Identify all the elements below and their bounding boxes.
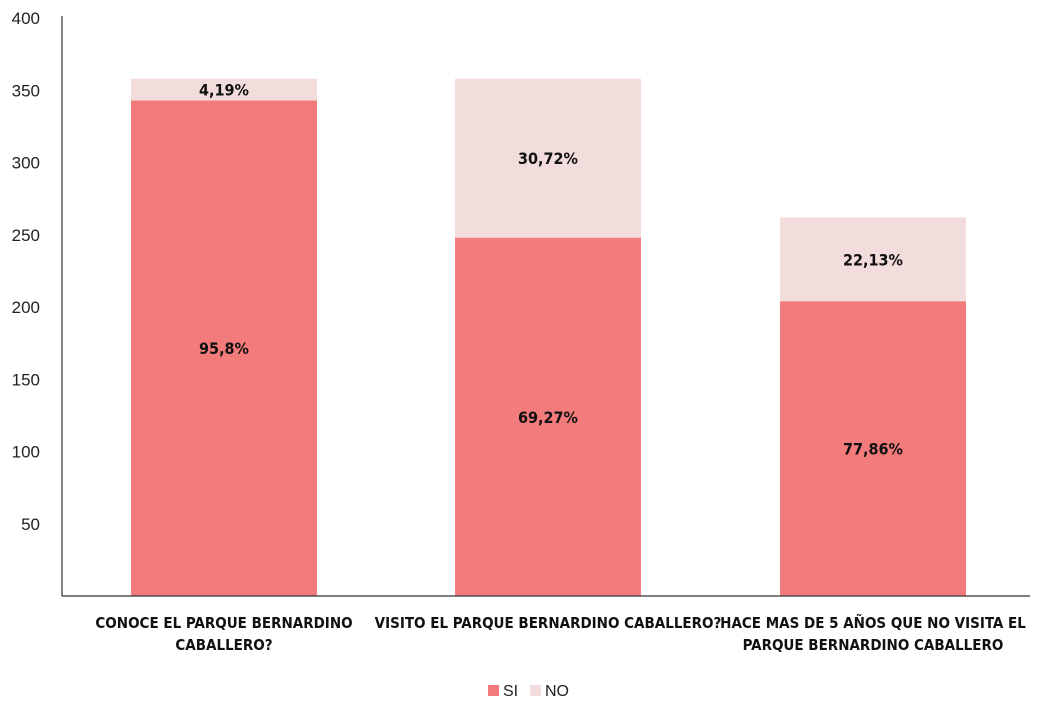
bar-si-2: [455, 237, 641, 596]
data-label-no-1: 4,19%: [199, 81, 249, 100]
y-tick-label-150: 150: [12, 370, 40, 389]
category-label-3-line-2: PARQUE BERNARDINO CABALLERO: [743, 636, 1004, 654]
data-label-si-1: 95,8%: [199, 339, 249, 358]
y-ticks-group: 50 100 150 200 250 300 350 400: [12, 9, 40, 534]
y-tick-label-50: 50: [21, 515, 40, 534]
category-label-3-line-1: HACE MAS DE 5 AÑOS QUE NO VISITA EL: [720, 613, 1026, 632]
legend-swatch-no: [530, 685, 541, 696]
category-label-1-line-2: CABALLERO?: [175, 636, 272, 654]
data-label-no-2: 30,72%: [518, 149, 578, 168]
bar-no-3: [780, 217, 966, 302]
legend-label-no: NO: [545, 683, 569, 700]
category-labels-group: CONOCE EL PARQUE BERNARDINO CABALLERO? VIS…: [95, 613, 1026, 654]
y-tick-label-300: 300: [12, 154, 40, 173]
y-tick-label-350: 350: [12, 81, 40, 100]
category-label-1-line-1: CONOCE EL PARQUE BERNARDINO: [95, 614, 352, 632]
y-tick-label-200: 200: [12, 298, 40, 317]
bar-no-1: [131, 78, 317, 101]
y-tick-label-400: 400: [12, 9, 40, 28]
data-label-no-3: 22,13%: [843, 250, 903, 269]
bar-si-1: [131, 100, 317, 597]
legend-swatch-si: [488, 685, 499, 696]
y-tick-label-100: 100: [12, 443, 40, 462]
y-tick-label-250: 250: [12, 226, 40, 245]
legend: SI NO: [488, 683, 569, 700]
bar-si-3: [780, 301, 966, 596]
category-label-2-line-1: VISITO EL PARQUE BERNARDINO CABALLERO?: [375, 614, 722, 632]
data-label-si-3: 77,86%: [843, 440, 903, 459]
bar-no-2: [455, 78, 641, 238]
data-labels-group: 95,8% 4,19% 69,27% 30,72% 77,86% 22,13%: [199, 81, 903, 459]
data-label-si-2: 69,27%: [518, 408, 578, 427]
bars-group: [131, 78, 966, 597]
axes-group: [61, 16, 1030, 597]
legend-label-si: SI: [503, 683, 518, 700]
